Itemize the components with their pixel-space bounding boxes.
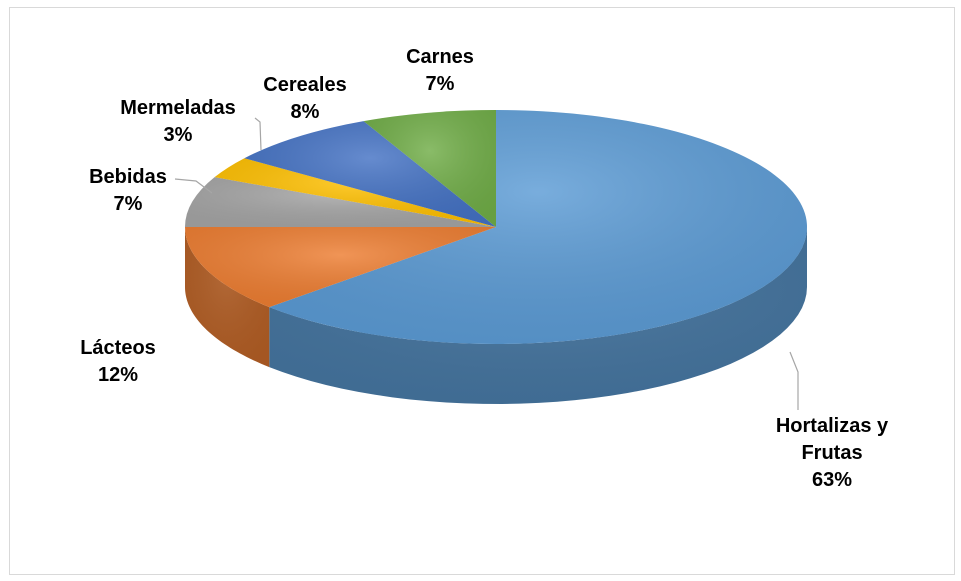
slice-side-shade-l-cteos xyxy=(185,227,270,368)
slice-shine-mermeladas xyxy=(214,158,496,227)
slice-label-l-cteos: Lácteos 12% xyxy=(80,337,156,386)
leader-line-hortalizas-y-frutas xyxy=(789,351,799,410)
slice-label-hortalizas-y-frutas: Hortalizas y Frutas 63% xyxy=(776,415,889,491)
slice-label-mermeladas: Mermeladas 3% xyxy=(120,97,236,146)
slice-shine-bebidas xyxy=(185,177,496,227)
slice-shine-cereales xyxy=(244,121,496,227)
slice-shine-carnes xyxy=(363,110,496,227)
slice-label-cereales: Cereales 8% xyxy=(263,74,346,123)
leader-line-bebidas xyxy=(174,178,213,194)
slice-side-shade-hortalizas-y-frutas xyxy=(269,227,807,404)
slice-shine-l-cteos xyxy=(185,227,496,308)
leader-line-mermeladas xyxy=(254,117,262,151)
slice-shine-hortalizas-y-frutas xyxy=(269,110,808,344)
slice-label-carnes: Carnes 7% xyxy=(406,46,474,95)
slice-label-bebidas: Bebidas 7% xyxy=(89,166,167,215)
